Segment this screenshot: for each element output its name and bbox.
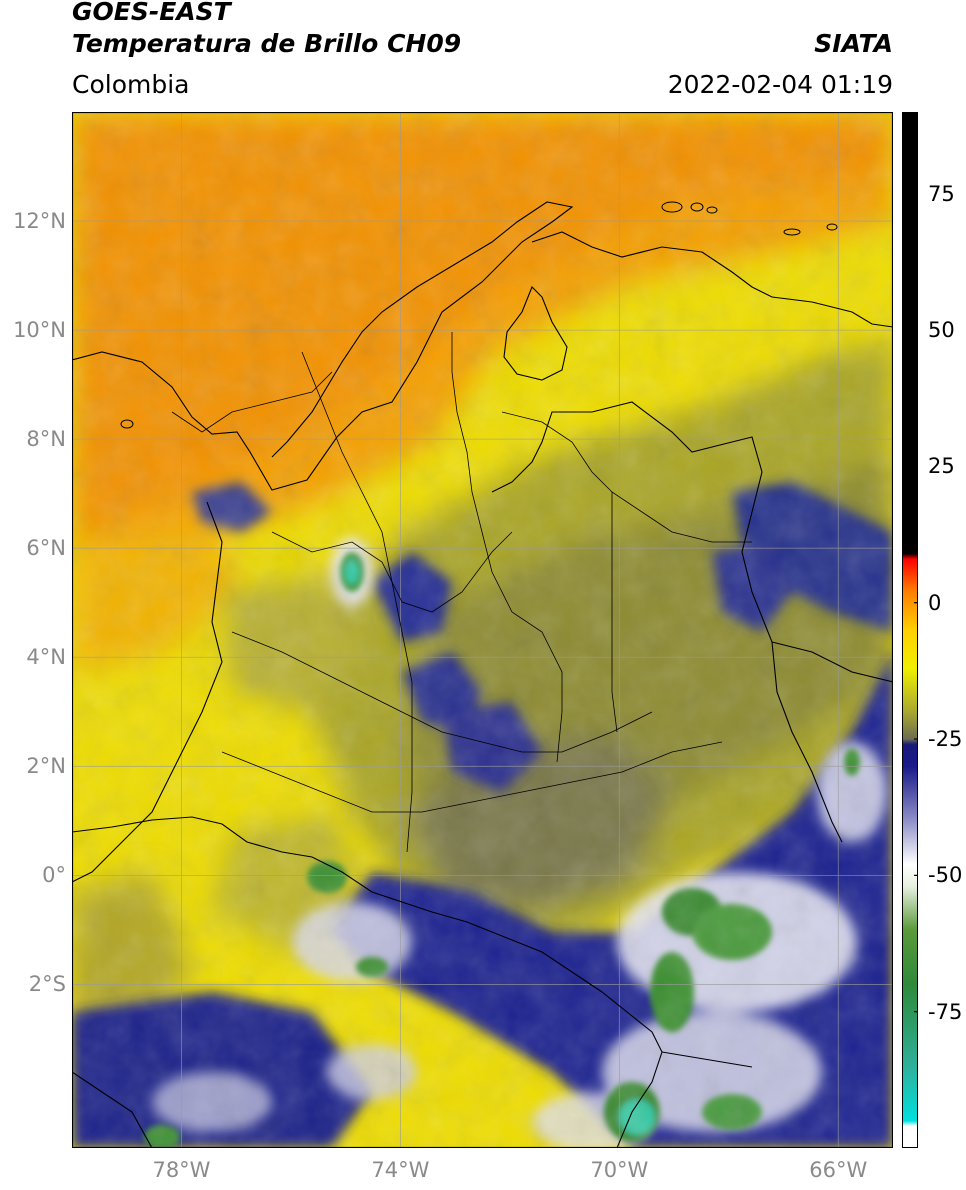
lon-tick-label: 74°W bbox=[371, 1158, 430, 1182]
lat-tick-label: 10°N bbox=[13, 318, 66, 343]
caribbean-coast bbox=[72, 201, 574, 491]
brightness-temperature-map bbox=[72, 112, 893, 1148]
cloud-texture bbox=[72, 112, 893, 1148]
inner-dept-5 bbox=[451, 332, 563, 763]
lat-tick-label: 0° bbox=[42, 863, 66, 888]
inner-dept-6 bbox=[171, 371, 333, 433]
lat-tick-label: 6°N bbox=[26, 536, 66, 561]
inner-dept-2 bbox=[231, 631, 653, 753]
colorbar-tick-label: 0 bbox=[928, 590, 942, 615]
lat-tick-label: 8°N bbox=[26, 427, 66, 452]
coastline-borders bbox=[72, 201, 893, 1148]
title-satellite: GOES-EAST bbox=[72, 0, 231, 26]
ecuador-border bbox=[72, 816, 313, 858]
venezuela-brazil-border bbox=[771, 641, 893, 683]
inner-dept-8 bbox=[611, 492, 618, 733]
inner-dept-1 bbox=[271, 531, 513, 613]
lon-tick-label: 66°W bbox=[809, 1158, 868, 1182]
title-product: Temperatura de Brillo CH09 bbox=[72, 29, 462, 58]
colorbar-gradient bbox=[902, 112, 918, 1148]
colorbar-tick-label: 75 bbox=[928, 181, 955, 206]
colombia-east-border bbox=[491, 401, 843, 843]
region-label: Colombia bbox=[72, 70, 190, 99]
inner-dept-3 bbox=[221, 741, 723, 813]
lat-tick-label: 2°N bbox=[26, 754, 66, 779]
brand-label: SIATA bbox=[814, 29, 893, 58]
lat-tick-label: 2°S bbox=[28, 972, 66, 997]
islands bbox=[120, 201, 838, 429]
peru-brazil-border bbox=[661, 1051, 753, 1068]
lon-tick-label: 78°W bbox=[152, 1158, 211, 1182]
map-frame bbox=[72, 112, 893, 1148]
maracaibo-lake bbox=[503, 286, 568, 381]
colorbar-tick-label: -25 bbox=[928, 727, 963, 752]
lon-tick-label: 70°W bbox=[590, 1158, 649, 1182]
graticule bbox=[72, 112, 893, 1148]
colombia-south-border bbox=[311, 856, 663, 1148]
colorbar-tick-label: -75 bbox=[928, 999, 963, 1024]
peru-coast bbox=[72, 1071, 153, 1148]
colorbar-tick-label: 25 bbox=[928, 454, 955, 479]
pacific-coast bbox=[72, 501, 223, 883]
timestamp-label: 2022-02-04 01:19 bbox=[667, 70, 893, 99]
guajira-coast bbox=[531, 231, 893, 328]
colorbar-tick-label: -50 bbox=[928, 863, 963, 888]
colorbar-frame bbox=[902, 112, 918, 1148]
colorbar bbox=[902, 112, 918, 1148]
lat-tick-label: 12°N bbox=[13, 209, 66, 234]
lat-tick-label: 4°N bbox=[26, 645, 66, 670]
inner-dept-4 bbox=[301, 351, 413, 853]
colorbar-tick-label: 50 bbox=[928, 318, 955, 343]
